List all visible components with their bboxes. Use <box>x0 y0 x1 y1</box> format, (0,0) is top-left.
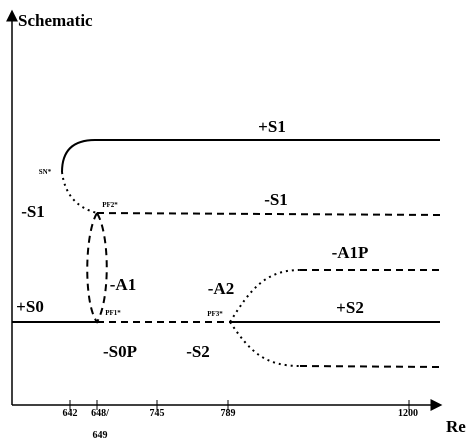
branch-s1-unstable <box>96 212 441 216</box>
tick-label: 789 <box>221 408 236 419</box>
x-label: Re <box>446 417 466 436</box>
branch-label: -S0P <box>103 342 137 361</box>
point-label: PF3* <box>207 310 223 318</box>
tick-label: 1200 <box>398 408 418 419</box>
point-label: PF2* <box>102 201 118 209</box>
title: Schematic <box>18 11 93 30</box>
branch-lower-dotted <box>229 321 301 367</box>
ticks <box>69 400 410 410</box>
point-label: SN* <box>39 168 52 176</box>
branch-sn-dotted <box>61 171 98 214</box>
tick-label: 745 <box>150 408 165 419</box>
branch-label: -A1P <box>332 243 369 262</box>
branch-label: -A2 <box>208 279 234 298</box>
branch-label: +S2 <box>336 298 364 317</box>
point-label: PF1* <box>105 309 121 317</box>
branch-label: +S0 <box>16 297 44 316</box>
branch-label: -S1 <box>264 190 288 209</box>
branch-label: -A1 <box>110 275 136 294</box>
branch-a2-dotted <box>229 269 301 323</box>
branch-s1-stable <box>61 139 440 173</box>
tick-label: 648/ <box>91 408 109 419</box>
branch-a1-loop <box>86 212 108 324</box>
branch-lower-dashed <box>299 365 441 368</box>
tick-label: 642 <box>63 408 78 419</box>
tick-label: 649 <box>93 430 108 441</box>
branch-label: +S1 <box>258 117 286 136</box>
branch-label: -S1 <box>21 202 45 221</box>
branch-label: -S2 <box>186 342 210 361</box>
